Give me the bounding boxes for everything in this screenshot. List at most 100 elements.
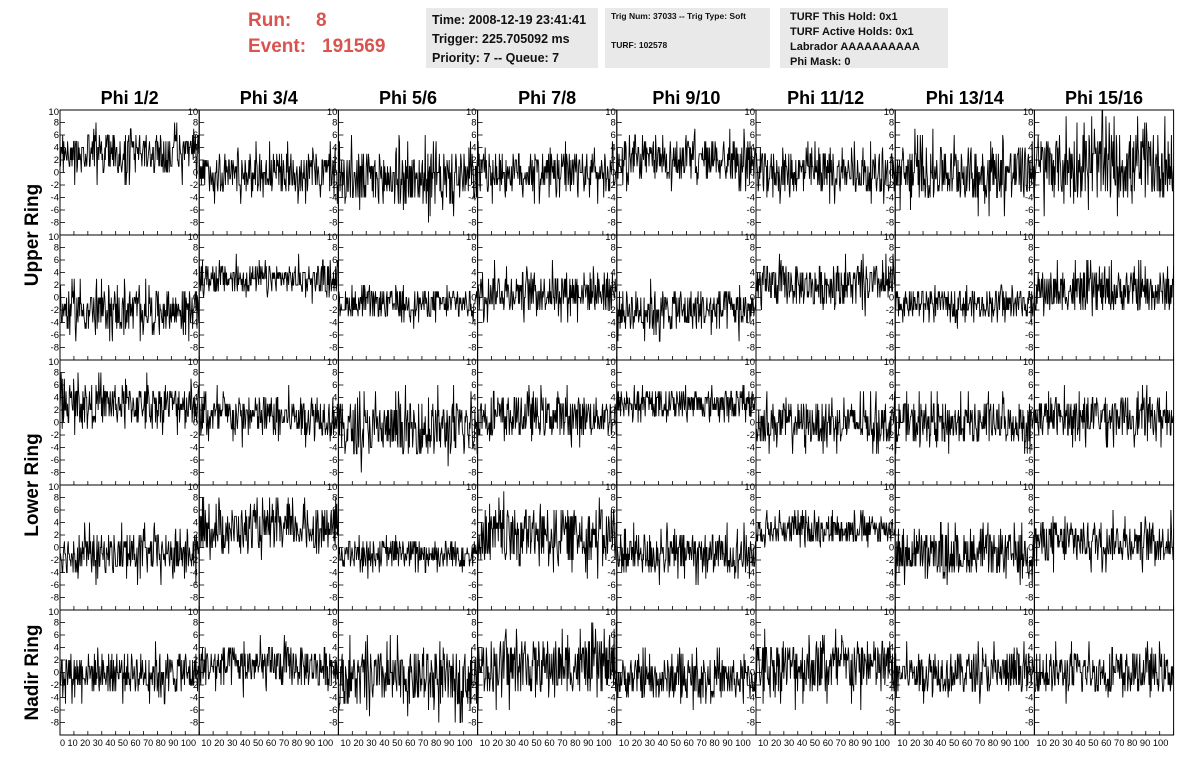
x-axis-tick-labels: 10 20 30 40 50 60 70 80 90 100 — [619, 738, 751, 749]
waveform-trace — [198, 384, 339, 448]
y-tick-label: 4 — [611, 643, 616, 654]
y-tick-label: -8 — [747, 218, 755, 229]
y-tick-label: 10 — [327, 107, 338, 118]
y-tick-label: -8 — [190, 343, 198, 354]
phi-column-label: Phi 3/4 — [240, 88, 298, 108]
y-tick-label: 6 — [750, 130, 755, 141]
y-tick-label: -8 — [329, 593, 337, 604]
y-tick-label: 8 — [1028, 368, 1033, 379]
y-tick-label: -8 — [329, 468, 337, 479]
y-tick-label: 8 — [889, 493, 894, 504]
y-tick-label: 0 — [1028, 168, 1033, 179]
panel-frame — [198, 484, 339, 611]
y-tick-label: -6 — [747, 205, 755, 216]
y-tick-label: -8 — [886, 593, 894, 604]
y-tick-label: 4 — [193, 268, 198, 279]
y-tick-label: 8 — [750, 118, 755, 129]
y-tick-label: 8 — [193, 618, 198, 629]
panel-frame — [616, 484, 757, 611]
y-tick-label: 8 — [471, 368, 476, 379]
y-tick-label: 4 — [1028, 393, 1033, 404]
y-tick-label: 2 — [54, 280, 59, 291]
y-tick-label: -6 — [190, 455, 198, 466]
waveform-trace — [59, 278, 200, 342]
waveform-trace — [337, 134, 479, 223]
y-tick-label: 4 — [889, 393, 894, 404]
y-tick-label: -6 — [468, 705, 476, 716]
y-tick-label: 8 — [750, 243, 755, 254]
phi-column-label: Phi 9/10 — [652, 88, 720, 108]
y-tick-label: 2 — [611, 405, 616, 416]
y-tick-label: -8 — [190, 218, 198, 229]
y-tick-label: 2 — [611, 655, 616, 666]
y-tick-label: -8 — [607, 468, 615, 479]
y-tick-label: 0 — [193, 418, 198, 429]
y-tick-label: 4 — [193, 518, 198, 529]
y-tick-label: -6 — [1025, 330, 1033, 341]
y-tick-label: 0 — [750, 168, 755, 179]
y-tick-label: 8 — [889, 118, 894, 129]
y-tick-label: -6 — [747, 330, 755, 341]
y-tick-label: -2 — [468, 680, 476, 691]
y-tick-label: 10 — [188, 607, 199, 618]
y-tick-label: 2 — [193, 405, 198, 416]
phi-column-label: Phi 13/14 — [926, 88, 1004, 108]
y-tick-label: 2 — [1028, 530, 1033, 541]
y-tick-label: 2 — [889, 405, 894, 416]
y-tick-label: 0 — [471, 668, 476, 679]
y-tick-label: -4 — [468, 318, 476, 329]
y-tick-label: -2 — [886, 555, 894, 566]
y-tick-label: 8 — [332, 243, 337, 254]
y-tick-label: -8 — [329, 343, 337, 354]
phi-column-label: Phi 11/12 — [787, 88, 864, 108]
y-tick-label: 6 — [471, 505, 476, 516]
y-tick-label: 4 — [889, 643, 894, 654]
waveform-trace — [1033, 259, 1175, 317]
y-tick-label: 6 — [889, 505, 894, 516]
y-tick-label: 0 — [889, 168, 894, 179]
y-tick-label: -4 — [468, 443, 476, 454]
y-tick-label: -8 — [886, 468, 894, 479]
y-tick-label: 2 — [332, 405, 337, 416]
y-tick-label: 0 — [611, 668, 616, 679]
y-tick-label: 6 — [611, 505, 616, 516]
y-tick-label: -8 — [468, 218, 476, 229]
y-tick-label: 8 — [611, 368, 616, 379]
waveform-trace — [1034, 641, 1175, 704]
y-tick-label: 8 — [54, 118, 59, 129]
y-tick-label: 6 — [1028, 630, 1033, 641]
y-tick-label: -4 — [329, 443, 337, 454]
y-tick-label: 6 — [889, 630, 894, 641]
y-tick-label: -2 — [607, 305, 615, 316]
waveform-trace — [1033, 509, 1175, 573]
y-tick-label: -4 — [886, 318, 894, 329]
y-tick-label: -6 — [1025, 580, 1033, 591]
y-tick-label: 6 — [54, 505, 59, 516]
y-tick-label: 6 — [750, 380, 755, 391]
y-tick-label: 8 — [889, 243, 894, 254]
y-tick-label: -6 — [607, 580, 615, 591]
y-tick-label: 0 — [1028, 293, 1033, 304]
waveform-trace — [337, 634, 479, 723]
y-tick-label: 2 — [193, 655, 198, 666]
y-tick-label: -4 — [1025, 693, 1033, 704]
y-tick-label: 10 — [327, 607, 338, 618]
y-tick-label: -8 — [190, 468, 198, 479]
y-tick-label: -2 — [1025, 430, 1033, 441]
trigger-text: Trigger: 225.705092 ms — [432, 32, 570, 46]
trigger-info-panel: Trig Num: 37033 -- Trig Type: Soft TURF:… — [605, 8, 770, 68]
y-tick-label: 8 — [54, 618, 59, 629]
y-tick-label: 4 — [193, 143, 198, 154]
y-tick-label: 10 — [48, 482, 59, 493]
y-tick-label: 4 — [332, 518, 337, 529]
waveform-trace — [616, 384, 756, 423]
y-tick-label: 2 — [471, 530, 476, 541]
y-tick-label: -4 — [190, 693, 198, 704]
y-tick-label: -4 — [747, 568, 755, 579]
y-tick-label: 6 — [54, 380, 59, 391]
y-tick-label: 0 — [332, 168, 337, 179]
y-tick-label: 10 — [744, 357, 755, 368]
y-tick-label: -4 — [607, 193, 615, 204]
waveform-trace — [894, 391, 1035, 454]
y-tick-label: 0 — [611, 543, 616, 554]
